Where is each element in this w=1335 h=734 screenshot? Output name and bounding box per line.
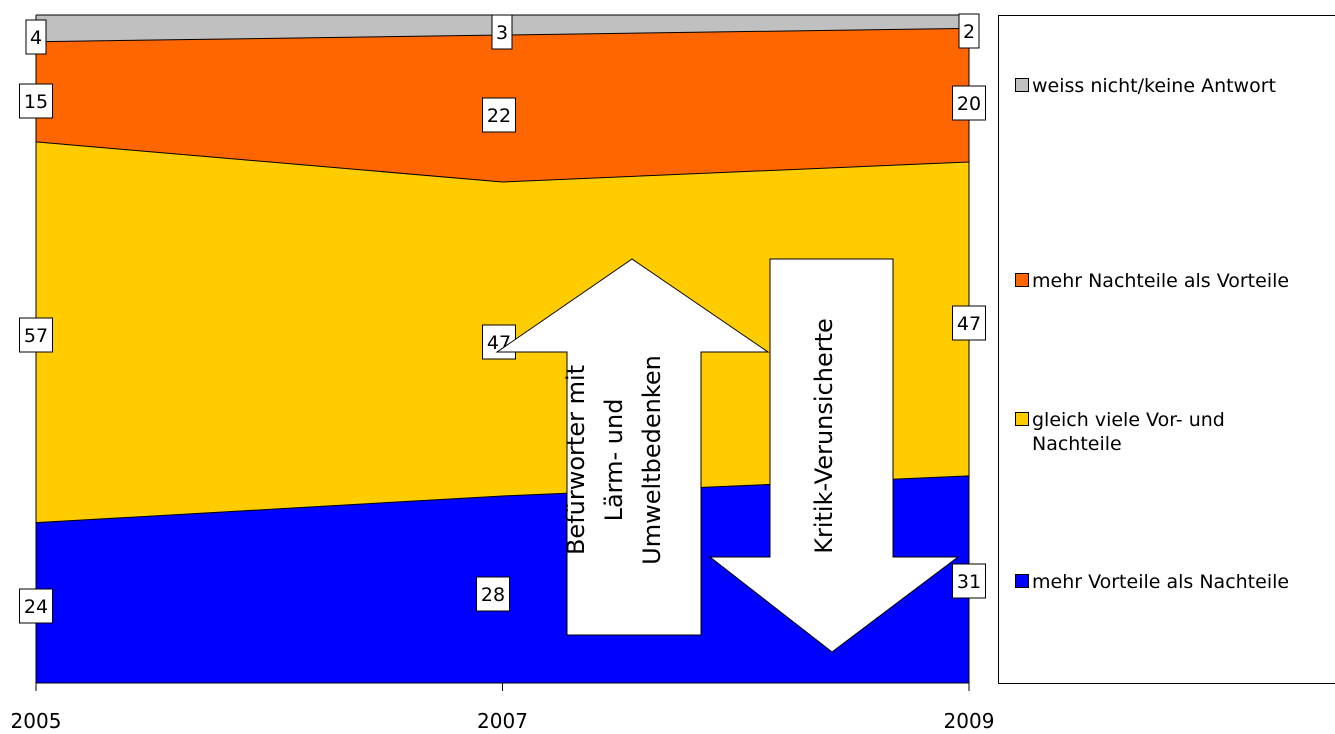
data-label-box [952,305,986,341]
legend-label: weiss nicht/keine Antwort [1032,75,1276,97]
data-label-box [25,19,47,55]
x-axis: 2005 2007 2009 [11,682,995,733]
data-label: 20 [957,93,981,115]
legend-swatch [1015,412,1029,426]
data-label-box [19,83,53,119]
legend-swatch [1015,574,1029,588]
x-tick-label: 2005 [11,709,62,733]
data-label-box [476,576,510,612]
data-label: 24 [24,596,48,618]
data-label-box [952,85,986,121]
legend-item: gleich viele Vor- und Nachteile [1015,408,1225,456]
up-arrow-label: Befürworter mit Lärm- und Umweltbedenken [562,355,666,565]
data-label-box [491,14,513,50]
data-label-box [482,97,516,133]
legend-item: mehr Nachteile als Vorteile [1015,269,1289,293]
legend-swatch [1015,78,1029,92]
down-arrow-label: Kritik-Verunsicherte [810,318,838,554]
legend-item: weiss nicht/keine Antwort [1015,74,1276,98]
data-label-box [952,563,986,599]
x-tick-label: 2007 [477,709,528,733]
annotation-arrows: Befürworter mit Lärm- und Umweltbedenken Kr… [495,258,960,653]
legend-swatch [1015,273,1029,287]
legend [998,15,1335,684]
data-label: 2 [963,21,975,43]
data-label-box [482,324,516,360]
data-label: 28 [481,584,505,606]
data-label: 47 [957,313,981,335]
legend-label: mehr Vorteile als Nachteile [1032,571,1290,593]
data-label: 15 [24,91,48,113]
data-label-box [19,317,53,353]
legend-item: mehr Vorteile als Nachteile [1015,570,1289,594]
data-label-box [19,588,53,624]
data-label: 3 [496,22,508,44]
down-arrow-shape [708,258,960,653]
legend-label: gleich viele Vor- und Nachteile [1032,409,1225,455]
data-label-box [958,13,980,49]
data-label: 31 [957,571,981,593]
up-arrow-shape [495,258,770,636]
legend-label: mehr Nachteile als Vorteile [1032,270,1290,292]
data-label: 57 [24,325,48,347]
x-tick-label: 2009 [944,709,995,733]
data-label: 4 [30,27,42,49]
band-boundary-line [35,141,970,183]
data-label: 22 [487,105,511,127]
